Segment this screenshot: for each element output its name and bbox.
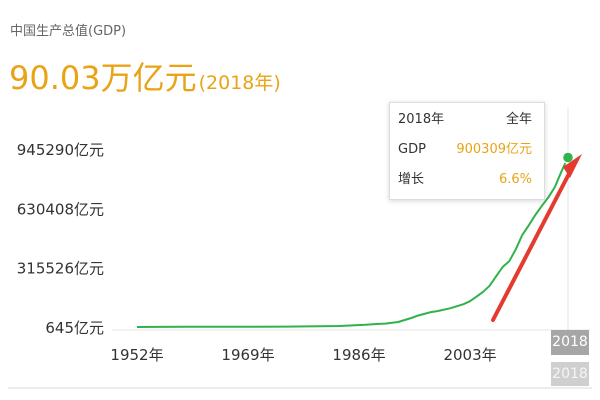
tooltip-growth-label: 增长 xyxy=(398,172,425,187)
series-group xyxy=(136,151,575,328)
annotation-group xyxy=(491,154,582,322)
tooltip-growth-value: 6.6% xyxy=(498,172,532,187)
gdp-headline-value: 90.03万亿元 (2018年) xyxy=(9,62,281,94)
gdp-total-value: 90.03万亿元 xyxy=(9,59,197,97)
tooltip-gdp-row: GDP 900309亿元 xyxy=(398,140,532,160)
x-tick-label: 1969年 xyxy=(221,346,274,364)
x-tick-label: 1986年 xyxy=(332,346,385,364)
highlight-point xyxy=(561,151,575,164)
y-tick-label: 315526亿元 xyxy=(17,260,104,278)
annotation-arrow-head xyxy=(563,154,582,178)
year-slider-handle[interactable]: 2018 xyxy=(551,330,589,355)
gdp-series-line xyxy=(136,157,569,328)
y-axis-tick-labels: 645亿元 315526亿元 630408亿元 945290亿元 xyxy=(17,141,104,337)
year-slider-ghost-label: 2018 xyxy=(551,362,589,386)
x-tick-label: 2003年 xyxy=(443,346,496,364)
tooltip-gdp-value: 900309亿元 xyxy=(456,142,532,157)
x-tick-label: 1952年 xyxy=(110,346,163,364)
gdp-year-suffix: (2018年) xyxy=(198,72,281,94)
x-axis-tick-labels: 1952年 1969年 1986年 2003年 xyxy=(110,346,496,364)
annotation-arrow-shaft xyxy=(491,166,574,322)
tooltip-period-row: 2018年 全年 xyxy=(398,110,532,130)
y-tick-label: 630408亿元 xyxy=(17,200,104,218)
tooltip-growth-row: 增长 6.6% xyxy=(398,170,532,190)
tooltip-period-label: 2018年 xyxy=(398,112,445,127)
y-tick-label: 645亿元 xyxy=(45,319,104,337)
tooltip-gdp-label: GDP xyxy=(398,142,426,157)
y-tick-label: 945290亿元 xyxy=(17,141,104,159)
data-tooltip: 2018年 全年 GDP 900309亿元 增长 6.6% xyxy=(389,102,545,200)
page-title: 中国生产总值(GDP) xyxy=(10,24,127,39)
tooltip-period-value: 全年 xyxy=(505,112,532,127)
